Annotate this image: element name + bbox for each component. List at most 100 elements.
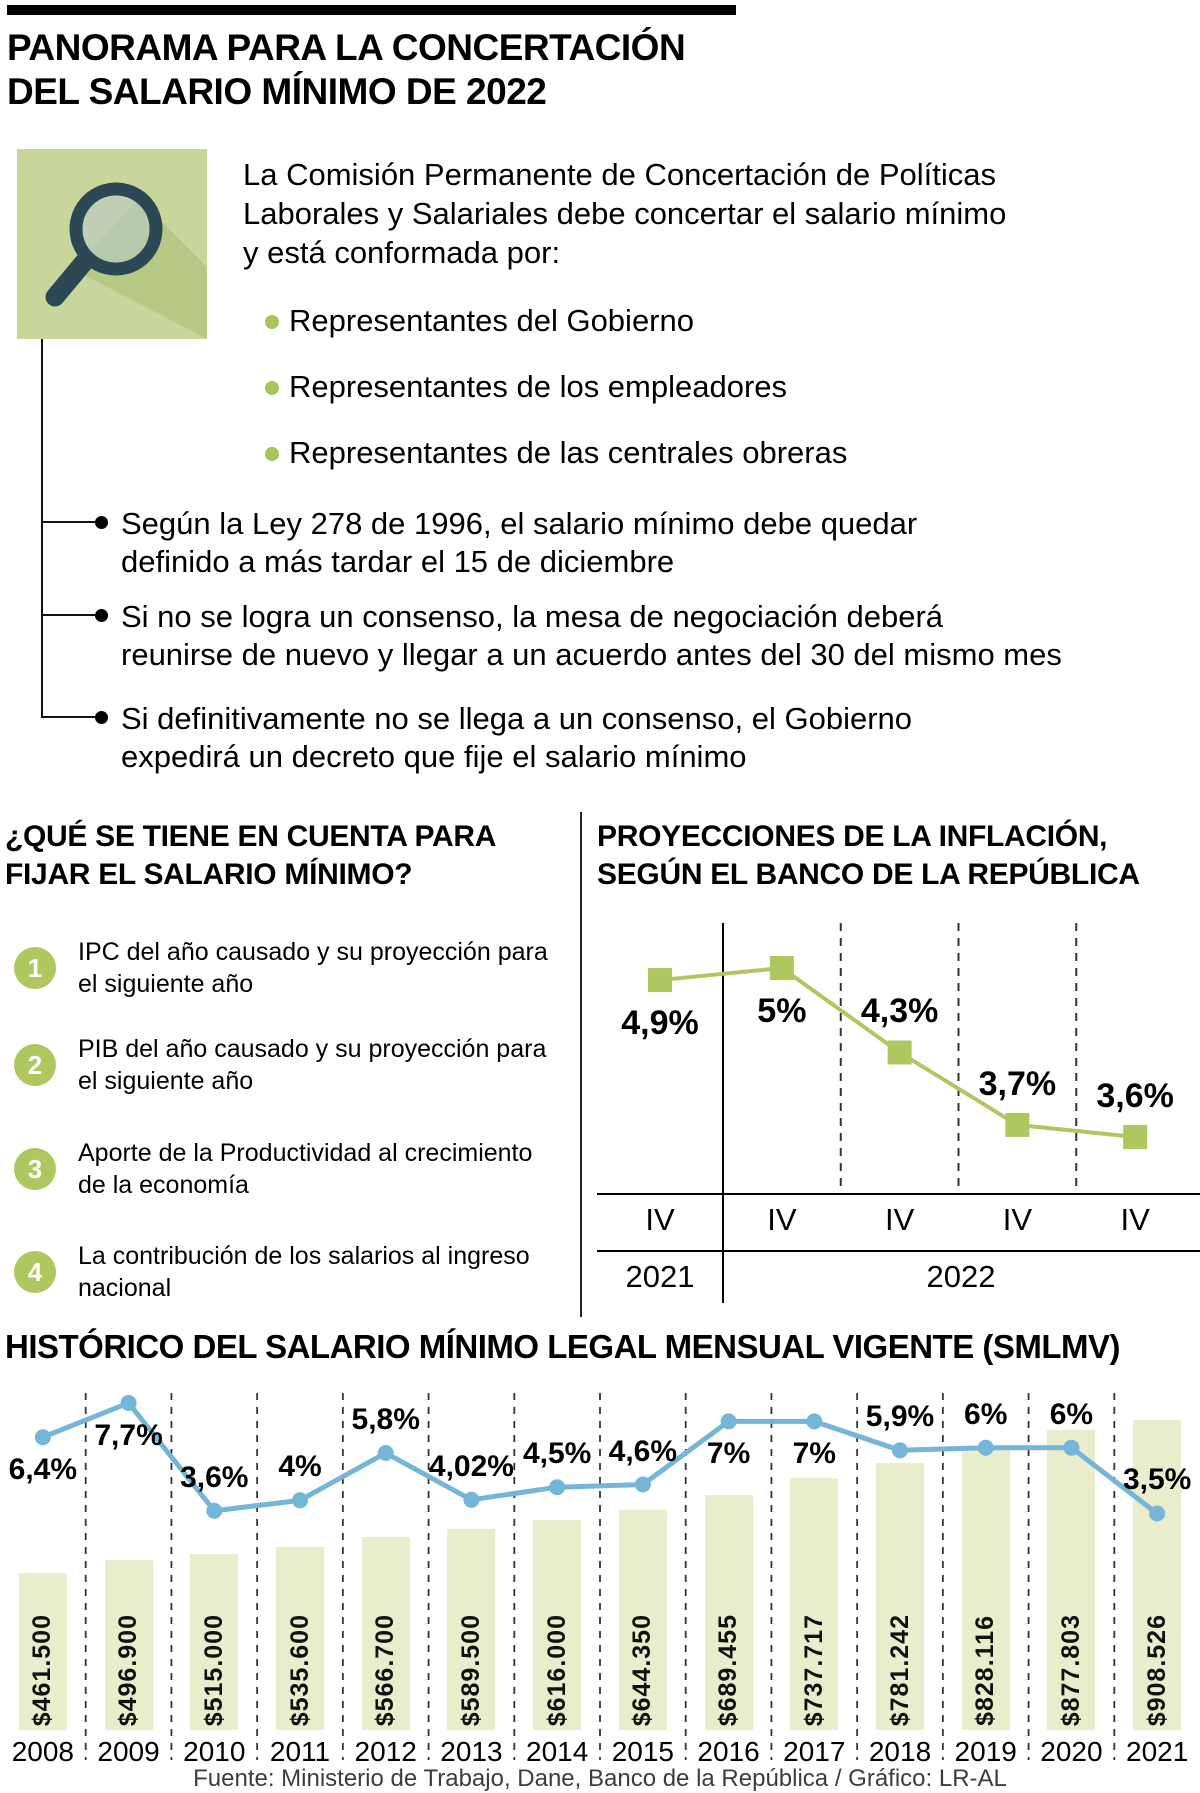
history-year-label: 2017 — [783, 1736, 846, 1767]
pct-marker — [977, 1439, 994, 1456]
history-year-label: 2011 — [269, 1736, 331, 1767]
factor-number-badge: 2 — [14, 1044, 56, 1086]
list-item-member: Representantes de los empleadores — [265, 369, 787, 405]
inflation-value-label: 4,3% — [860, 992, 939, 1031]
history-year-label: 2012 — [354, 1736, 417, 1767]
salary-bar: $737.717 — [790, 1478, 839, 1730]
history-pct-label: 4,5% — [522, 1437, 592, 1471]
bullet-icon — [95, 516, 108, 529]
salary-bar: $877.803 — [1047, 1430, 1096, 1730]
history-year-label: 2009 — [97, 1736, 160, 1767]
inflation-marker — [887, 1040, 912, 1065]
member-label: Representantes de los empleadores — [289, 369, 788, 404]
section-divider — [580, 812, 582, 1317]
history-pct-label: 3,5% — [1122, 1463, 1192, 1497]
history-year-label: 2016 — [697, 1736, 760, 1767]
history-pct-label: 3,6% — [180, 1460, 249, 1494]
pct-marker — [720, 1413, 737, 1430]
bullet-icon — [265, 315, 279, 329]
rule-text: Según la Ley 278 de 1996, el salario mín… — [121, 506, 918, 579]
inflation-xtick-label: IV — [645, 1202, 675, 1237]
history-chart-title: HISTÓRICO DEL SALARIO MÍNIMO LEGAL MENSU… — [5, 1328, 1121, 1365]
history-pct-label: 4% — [278, 1450, 322, 1484]
history-year-label: 2021 — [1125, 1736, 1189, 1767]
inflation-marker — [1005, 1112, 1030, 1137]
inflation-xtick-label: IV — [884, 1202, 915, 1237]
inflation-chart-title: PROYECCIONES DE LA INFLACIÓN, SEGÚN EL B… — [597, 820, 1140, 891]
history-pct-label: 7% — [706, 1437, 751, 1471]
history-year-label: 2008 — [11, 1736, 74, 1767]
history-pct-label: 7% — [792, 1437, 836, 1471]
history-year-label: 2010 — [183, 1736, 246, 1767]
factor-text: PIB del año causado y su proyección para… — [78, 1035, 547, 1095]
history-year-label: 2019 — [954, 1736, 1017, 1767]
factor-item: 2 PIB del año causado y su proyección pa… — [14, 1033, 546, 1097]
factors-title: ¿QUÉ SE TIENE EN CUENTA PARA FIJAR EL SA… — [5, 820, 497, 891]
pct-marker — [1149, 1505, 1166, 1522]
salary-bar: $566.700 — [361, 1536, 410, 1730]
bullet-icon — [265, 381, 279, 395]
pct-marker — [634, 1476, 651, 1493]
factor-item: 1 IPC del año causado y su proyección pa… — [14, 936, 548, 1000]
member-label: Representantes de las centrales obreras — [289, 435, 848, 470]
pct-marker — [377, 1445, 394, 1461]
factor-item: 4 La contribución de los salarios al ing… — [14, 1240, 530, 1304]
history-pct-label: 6% — [1049, 1397, 1094, 1431]
inflation-marker — [1123, 1124, 1148, 1149]
pct-marker — [806, 1413, 823, 1430]
bullet-icon — [265, 447, 279, 461]
pct-marker — [34, 1429, 51, 1446]
salary-bar: $461.500 — [18, 1572, 67, 1730]
inflation-chart: 4,9% IV 5% IV 4,3% IV 3,7% IV 3,6% IV 2021 2022 — [585, 915, 1200, 1315]
inflation-value-label: 5% — [757, 992, 807, 1030]
inflation-value-label: 3,6% — [1096, 1076, 1174, 1115]
connector-line — [41, 521, 98, 523]
connector-line — [41, 716, 98, 718]
member-label: Representantes del Gobierno — [289, 303, 694, 338]
salary-bar: $535.600 — [276, 1547, 324, 1730]
salary-bar: $589.500 — [447, 1528, 496, 1730]
factor-item: 3 Aporte de la Productividad al crecimie… — [14, 1137, 532, 1201]
bullet-icon — [95, 711, 108, 724]
factor-text: Aporte de la Productividad al crecimient… — [78, 1139, 533, 1199]
salary-bar: $828.116 — [961, 1447, 1010, 1730]
history-year-label: 2018 — [868, 1736, 932, 1767]
pct-marker — [549, 1479, 566, 1496]
history-pct-label: 5,9% — [865, 1400, 935, 1434]
factor-number-badge: 3 — [14, 1148, 56, 1190]
history-year-label: 2015 — [611, 1736, 674, 1767]
list-item-member: Representantes de las centrales obreras — [265, 435, 847, 471]
inflation-xtick-label: IV — [1120, 1202, 1150, 1237]
inflation-value-label: 4,9% — [621, 1004, 699, 1043]
inflation-marker — [769, 956, 794, 980]
connector-line — [41, 339, 43, 718]
salary-bar: $781.242 — [876, 1463, 924, 1730]
connector-line — [41, 614, 98, 616]
salary-bar: $644.350 — [618, 1510, 667, 1730]
inflation-marker — [648, 968, 672, 993]
salary-bar: $515.000 — [190, 1554, 239, 1730]
pct-marker — [1063, 1439, 1080, 1456]
source-credit: Fuente: Ministerio de Trabajo, Dane, Ban… — [193, 1765, 1007, 1792]
history-pct-label: 7,7% — [94, 1419, 163, 1452]
magnifier-icon-graphic — [17, 149, 207, 339]
rule-text: Si no se logra un consenso, la mesa de n… — [121, 599, 1062, 672]
history-year-label: 2014 — [525, 1736, 589, 1767]
inflation-year-label: 2022 — [926, 1259, 996, 1294]
bullet-icon — [95, 609, 108, 622]
intro-text: La Comisión Permanente de Concertación d… — [243, 157, 1007, 270]
pct-line — [41, 1399, 1159, 1516]
factor-number-badge: 4 — [14, 1251, 56, 1293]
history-chart: $461.500 $496.900 $515.000 $535.600 $566.700… — [0, 1385, 1200, 1793]
salary-bar: $908.526 — [1133, 1420, 1182, 1730]
history-pct-label: 6% — [964, 1397, 1008, 1431]
magnifier-icon — [17, 149, 207, 339]
history-year-label: 2020 — [1040, 1736, 1103, 1767]
salary-bar: $689.455 — [704, 1494, 753, 1730]
factor-text: La contribución de los salarios al ingre… — [78, 1242, 530, 1302]
rule-text: Si definitivamente no se llega a un cons… — [121, 701, 912, 774]
page-title: PANORAMA PARA LA CONCERTACIÓN DEL SALARI… — [7, 27, 686, 112]
list-item-member: Representantes del Gobierno — [265, 303, 694, 339]
inflation-year-label: 2021 — [625, 1259, 695, 1294]
